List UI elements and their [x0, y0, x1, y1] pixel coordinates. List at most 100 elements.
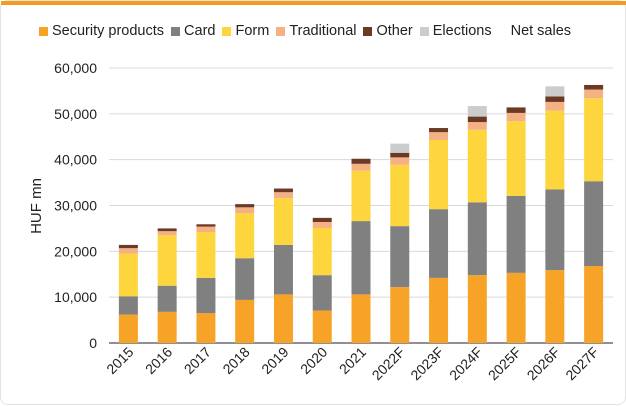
- bar-segment-security-products-2026f: [545, 270, 565, 343]
- x-tick-label: 2020: [297, 344, 330, 377]
- bar-segment-card-2027f: [584, 181, 604, 266]
- bar-segment-traditional-2023f: [429, 132, 449, 140]
- bar-segment-traditional-2027f: [584, 89, 604, 99]
- legend-label-security-products: Security products: [52, 23, 165, 39]
- bar-segment-other-2027f: [584, 84, 604, 90]
- bar-segment-traditional-2018: [235, 207, 255, 214]
- bar-segment-card-2021: [351, 221, 371, 295]
- x-tick-label: 2026F: [524, 344, 563, 383]
- x-tick-label: 2022F: [369, 344, 408, 383]
- bar-segment-form-2026f: [545, 110, 565, 190]
- bar-segment-form-2025f: [506, 121, 526, 196]
- bar-segment-other-2023f: [429, 128, 449, 133]
- bar-segment-security-products-2015: [118, 314, 138, 343]
- legend-item-form: Form: [222, 23, 269, 39]
- y-tick-label: 40,000: [54, 152, 97, 168]
- bar-segment-elections-2022f: [390, 143, 410, 153]
- x-tick-label: 2024F: [446, 344, 485, 383]
- legend-item-traditional: Traditional: [276, 23, 356, 39]
- bar-segment-form-2024f: [467, 129, 487, 203]
- legend-label-card: Card: [184, 23, 216, 39]
- bar-segment-other-2024f: [467, 116, 487, 123]
- x-tick-label: 2025F: [485, 344, 524, 383]
- bar-segment-traditional-2016: [157, 231, 177, 236]
- bar-segment-card-2022f: [390, 226, 410, 288]
- bar-segment-security-products-2019: [273, 294, 293, 343]
- legend-swatch-traditional: [276, 26, 286, 36]
- legend-label-traditional: Traditional: [289, 23, 357, 39]
- legend-item-security-products: Security products: [39, 23, 164, 39]
- bar-segment-card-2020: [312, 275, 332, 311]
- bar-segment-other-2026f: [545, 96, 565, 102]
- legend-swatch-elections: [419, 26, 429, 36]
- bar-segment-security-products-2024f: [467, 275, 487, 343]
- x-tick-label: 2017: [181, 344, 214, 377]
- bar-segment-form-2023f: [429, 139, 449, 210]
- legend-item-elections: Elections: [419, 23, 492, 39]
- bar-segment-card-2025f: [506, 195, 526, 273]
- y-tick-label: 0: [89, 335, 97, 351]
- bar-segment-form-2017: [196, 232, 216, 278]
- bar-segment-traditional-2015: [118, 248, 138, 254]
- y-tick-label: 10,000: [54, 289, 97, 305]
- legend-swatch-card: [171, 26, 181, 36]
- bar-segment-traditional-2021: [351, 163, 371, 171]
- bar-segment-card-2019: [273, 244, 293, 295]
- bar-segment-form-2018: [235, 213, 255, 259]
- bar-segment-form-2027f: [584, 98, 604, 182]
- bar-segment-security-products-2017: [196, 313, 216, 343]
- bar-segment-security-products-2020: [312, 310, 332, 343]
- bar-segment-elections-2026f: [545, 86, 565, 97]
- bar-segment-other-2017: [196, 224, 216, 227]
- x-tick-label: 2027F: [562, 344, 601, 383]
- x-tick-label: 2019: [258, 344, 291, 377]
- chart-legend: Security products Card Form Traditional …: [39, 23, 578, 39]
- legend-label-net-sales: Net sales: [510, 23, 572, 39]
- x-tick-label: 2023F: [407, 344, 446, 383]
- bar-segment-security-products-2018: [235, 299, 255, 343]
- bar-segment-security-products-2021: [351, 294, 371, 343]
- bar-segment-other-2019: [273, 188, 293, 193]
- bar-segment-form-2016: [157, 235, 177, 286]
- bar-segment-card-2018: [235, 258, 255, 300]
- bar-segment-form-2019: [273, 198, 293, 245]
- legend-swatch-other: [363, 26, 373, 36]
- y-tick-label: 20,000: [54, 243, 97, 259]
- bar-segment-other-2021: [351, 158, 371, 164]
- bar-segment-traditional-2022f: [390, 157, 410, 165]
- y-tick-label: 60,000: [54, 60, 97, 76]
- bar-segment-elections-2024f: [467, 106, 487, 117]
- legend-item-card: Card: [171, 23, 215, 39]
- bar-segment-form-2021: [351, 170, 371, 222]
- bar-segment-form-2020: [312, 227, 332, 276]
- bar-segment-other-2025f: [506, 107, 526, 113]
- bar-segment-other-2016: [157, 228, 177, 232]
- bar-segment-traditional-2024f: [467, 122, 487, 130]
- bar-segment-card-2015: [118, 296, 138, 315]
- bar-segment-security-products-2022f: [390, 287, 410, 343]
- bar-segment-other-2015: [118, 244, 138, 249]
- legend-swatch-security-products: [39, 26, 48, 36]
- bar-segment-security-products-2027f: [584, 266, 604, 343]
- bar-segment-other-2022f: [390, 152, 410, 158]
- bar-segment-traditional-2020: [312, 222, 332, 228]
- bar-segment-card-2016: [157, 285, 177, 312]
- x-tick-label: 2018: [219, 344, 252, 377]
- x-tick-label: 2021: [336, 344, 369, 377]
- legend-label-other: Other: [376, 23, 413, 39]
- bar-segment-security-products-2023f: [429, 277, 449, 343]
- legend-item-other: Other: [363, 23, 413, 39]
- bar-segment-form-2022f: [390, 164, 410, 227]
- bar-segment-other-2020: [312, 217, 332, 222]
- bar-segment-traditional-2017: [196, 226, 216, 233]
- bar-segment-card-2017: [196, 277, 216, 314]
- bar-segment-traditional-2019: [273, 192, 293, 199]
- bar-segment-traditional-2025f: [506, 112, 526, 122]
- bar-segment-traditional-2026f: [545, 101, 565, 111]
- bar-segment-form-2015: [118, 253, 138, 297]
- bar-segment-card-2023f: [429, 209, 449, 278]
- x-tick-label: 2016: [142, 344, 175, 377]
- legend-label-elections: Elections: [432, 23, 492, 39]
